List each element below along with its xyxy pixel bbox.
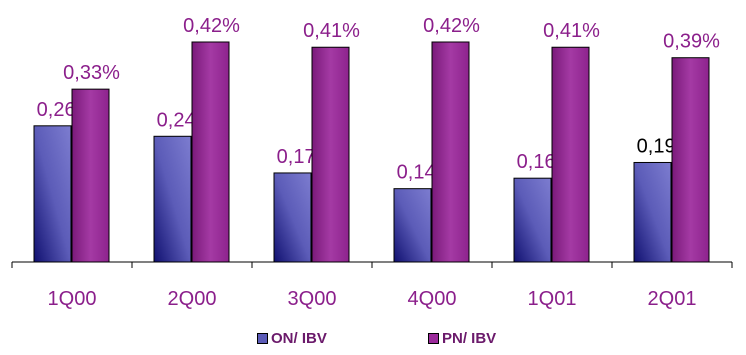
data-label-pn-ibv: 0,39% — [663, 31, 720, 53]
bar-pn-ibv — [671, 57, 710, 263]
bar-on-ibv — [513, 177, 552, 263]
data-label-pn-ibv: 0,33% — [63, 62, 120, 84]
data-label-pn-ibv: 0,42% — [183, 15, 240, 37]
legend-swatch-pn — [428, 333, 439, 344]
x-tick-label: 2Q01 — [648, 288, 697, 310]
legend-label-pn: PN/ IBV — [442, 330, 497, 347]
bar-on-ibv — [633, 161, 672, 263]
x-tick-label: 1Q00 — [48, 288, 97, 310]
data-label-pn-ibv: 0,41% — [303, 20, 360, 42]
bar-on-ibv — [153, 135, 192, 263]
x-tick-label: 2Q00 — [168, 288, 217, 310]
bar-on-ibv — [393, 188, 432, 263]
bar-pn-ibv — [431, 41, 470, 263]
bar-pn-ibv — [551, 46, 590, 263]
bar-pn-ibv — [311, 46, 350, 263]
bar-chart: 1Q000,26%0,33%2Q000,24%0,42%3Q000,17%0,4… — [11, 15, 733, 310]
bar-pn-ibv — [71, 88, 110, 263]
data-label-pn-ibv: 0,41% — [543, 20, 600, 42]
bar-on-ibv — [33, 125, 72, 263]
data-label-pn-ibv: 0,42% — [423, 15, 480, 37]
legend-label-on: ON/ IBV — [271, 330, 327, 347]
legend-item-pn: PN/ IBV — [428, 330, 496, 347]
bar-on-ibv — [273, 172, 312, 263]
legend-item-on: ON/ IBV — [257, 330, 327, 347]
x-tick-label: 4Q00 — [408, 288, 457, 310]
bar-pn-ibv — [191, 41, 230, 263]
x-tick-label: 1Q01 — [528, 288, 577, 310]
legend: ON/ IBV PN/ IBV — [0, 330, 746, 350]
x-tick-label: 3Q00 — [288, 288, 337, 310]
legend-swatch-on — [257, 333, 268, 344]
